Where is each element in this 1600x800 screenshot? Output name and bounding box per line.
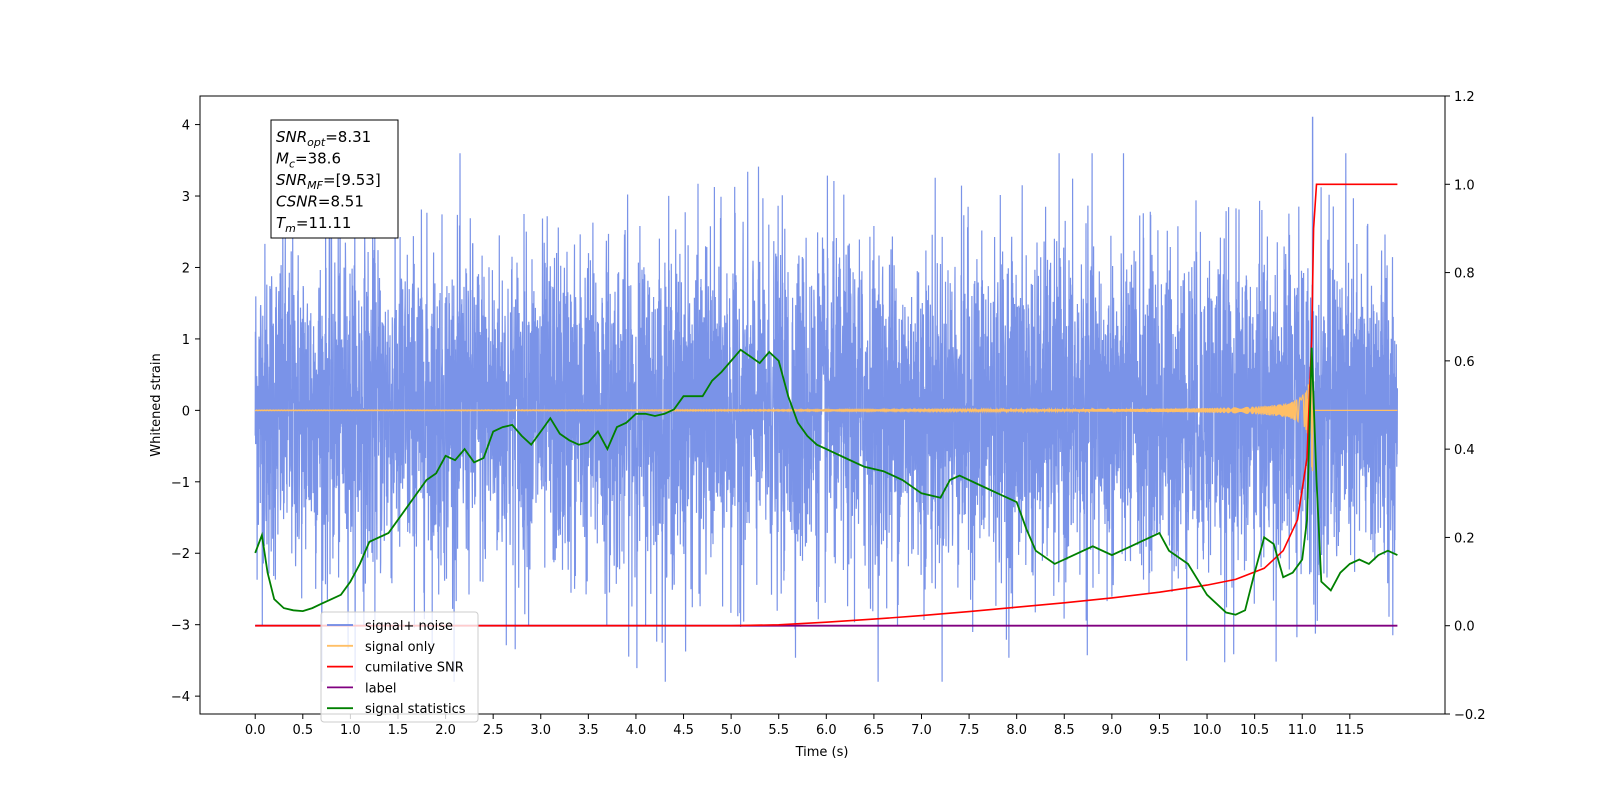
x-tick-label: 0.5 — [292, 723, 313, 738]
y-axis-label: Whitened strain — [149, 353, 164, 456]
y-tick-label: −3 — [171, 619, 190, 634]
annotation-line: Tm=11.11 — [276, 214, 351, 235]
y-tick-label: −4 — [171, 690, 190, 705]
x-tick-label: 4.5 — [673, 723, 694, 738]
y-tick-label: 0 — [182, 404, 190, 419]
x-tick-label: 6.0 — [816, 723, 837, 738]
y2-tick-label: 1.0 — [1454, 178, 1475, 193]
annotation-line: SNRopt=8.31 — [276, 128, 371, 149]
legend-frame — [320, 611, 479, 723]
x-tick-label: 7.5 — [959, 723, 980, 738]
series-signal-only-line — [254, 368, 1398, 472]
annotation-box-frame — [270, 119, 399, 239]
x-tick-label: 9.0 — [1102, 723, 1123, 738]
x-tick-label: 11.5 — [1335, 723, 1364, 738]
y2-tick-label: 1.2 — [1454, 90, 1475, 105]
y-tick-label: 4 — [182, 119, 190, 134]
y2-tick-label: −0.2 — [1454, 708, 1486, 723]
y-axis-right: −0.2 0.0 0.2 0.4 0.6 0.8 1.0 1.2 — [1445, 90, 1486, 723]
x-axis: 0.0 0.5 1.0 1.5 2.0 2.5 3.0 3.5 4.0 4.5 5.0 5.5 6.0 6… — [245, 714, 1364, 738]
y-tick-label: −2 — [171, 547, 190, 562]
x-tick-label: 1.0 — [340, 723, 361, 738]
series-signal-statistics-line — [254, 347, 1398, 616]
y2-tick-label: 0.2 — [1454, 531, 1475, 546]
x-tick-label: 2.5 — [483, 723, 504, 738]
legend-entry-label: signal+ noise — [365, 619, 453, 634]
y-tick-label: 1 — [182, 333, 190, 348]
legend-entry-label: signal only — [365, 640, 435, 655]
y2-tick-label: 0.0 — [1454, 620, 1475, 635]
x-tick-label: 11.0 — [1288, 723, 1317, 738]
x-axis-label: Time (s) — [795, 745, 849, 760]
legend-entry-label: signal statistics — [365, 702, 466, 717]
y-tick-label: 2 — [182, 261, 190, 276]
x-tick-label: 9.5 — [1149, 723, 1170, 738]
x-tick-label: 1.5 — [388, 723, 409, 738]
x-tick-label: 5.0 — [721, 723, 742, 738]
annotation-line: Mc=38.6 — [276, 150, 341, 171]
plot-frame — [199, 95, 1446, 715]
legend: signal+ noise signal only cumilative SNR la… — [320, 611, 479, 723]
y2-tick-label: 0.6 — [1454, 355, 1475, 370]
x-tick-label: 8.0 — [1006, 723, 1027, 738]
series-signal-noise-line — [254, 116, 1398, 682]
legend-entry-label: cumilative SNR — [365, 661, 464, 676]
y2-tick-label: 0.4 — [1454, 443, 1475, 458]
y-tick-label: −1 — [171, 476, 190, 491]
x-tick-label: 4.0 — [626, 723, 647, 738]
x-tick-label: 0.0 — [245, 723, 266, 738]
x-tick-label: 5.5 — [768, 723, 789, 738]
x-tick-label: 8.5 — [1054, 723, 1075, 738]
plot-area — [254, 116, 1398, 682]
x-tick-label: 3.0 — [530, 723, 551, 738]
x-tick-label: 3.5 — [578, 723, 599, 738]
y2-tick-label: 0.8 — [1454, 267, 1475, 282]
x-tick-label: 7.0 — [911, 723, 932, 738]
annotation-line: CSNR=8.51 — [276, 193, 364, 211]
y-axis-left: −4 −3 −2 −1 0 1 2 3 4 — [171, 119, 200, 705]
x-tick-label: 10.5 — [1240, 723, 1269, 738]
annotation-line: SNRMF=[9.53] — [276, 171, 381, 192]
x-tick-label: 6.5 — [864, 723, 885, 738]
x-tick-label: 2.0 — [435, 723, 456, 738]
x-tick-label: 10.0 — [1193, 723, 1222, 738]
legend-entry-label: label — [365, 681, 396, 696]
y-tick-label: 3 — [182, 190, 190, 205]
